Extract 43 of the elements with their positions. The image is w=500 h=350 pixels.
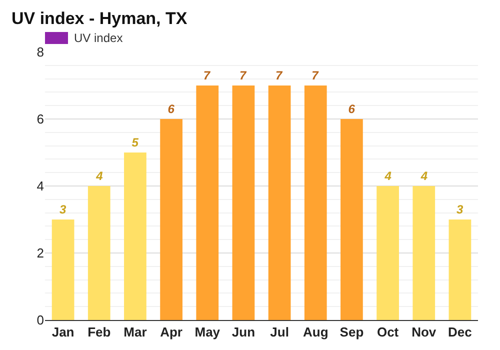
data-label: 7 [239,68,248,82]
x-tick-label: Oct [376,324,400,340]
bar [304,86,327,320]
x-tick-label: Mar [124,324,147,340]
data-label: 7 [203,68,212,82]
x-tick-label: Aug [302,324,328,340]
y-tick-label: 8 [36,44,44,60]
text: UV index [74,31,123,45]
bar [196,86,219,320]
data-label: 7 [276,68,284,82]
bar [88,186,110,320]
bar [124,152,146,320]
data-label: 6 [348,102,356,116]
y-tick-label: 2 [36,246,44,261]
x-tick-label: Jan [52,324,74,340]
bar [448,220,472,320]
data-label: 4 [384,169,392,183]
x-tick-label: Jun [232,324,256,340]
bar [412,186,436,320]
y-tick-label: 6 [36,112,44,127]
x-tick-label: Feb [88,324,111,340]
x-tick-label: Apr [160,324,182,340]
data-label: 3 [60,202,67,216]
bar [160,119,182,320]
chart-title: UV index - Hyman, TX [12,9,188,28]
data-label: 4 [95,169,104,183]
data-label: 5 [132,136,139,150]
bar [268,86,291,320]
y-tick-label: 0 [36,312,44,328]
data-label: 4 [420,169,428,183]
bar [340,119,363,320]
data-label: 7 [312,68,320,82]
bar [232,86,255,320]
x-tick-label: Jul [270,324,289,340]
data-label: 6 [168,102,175,116]
x-tick-label: Sep [340,324,364,340]
x-tick-label: Nov [412,324,437,340]
x-tick-label: May [194,324,221,340]
bar [376,186,399,320]
data-label: 3 [456,202,464,216]
x-tick-label: Dec [448,324,472,340]
bar [52,220,74,320]
y-tick-label: 4 [36,178,44,194]
